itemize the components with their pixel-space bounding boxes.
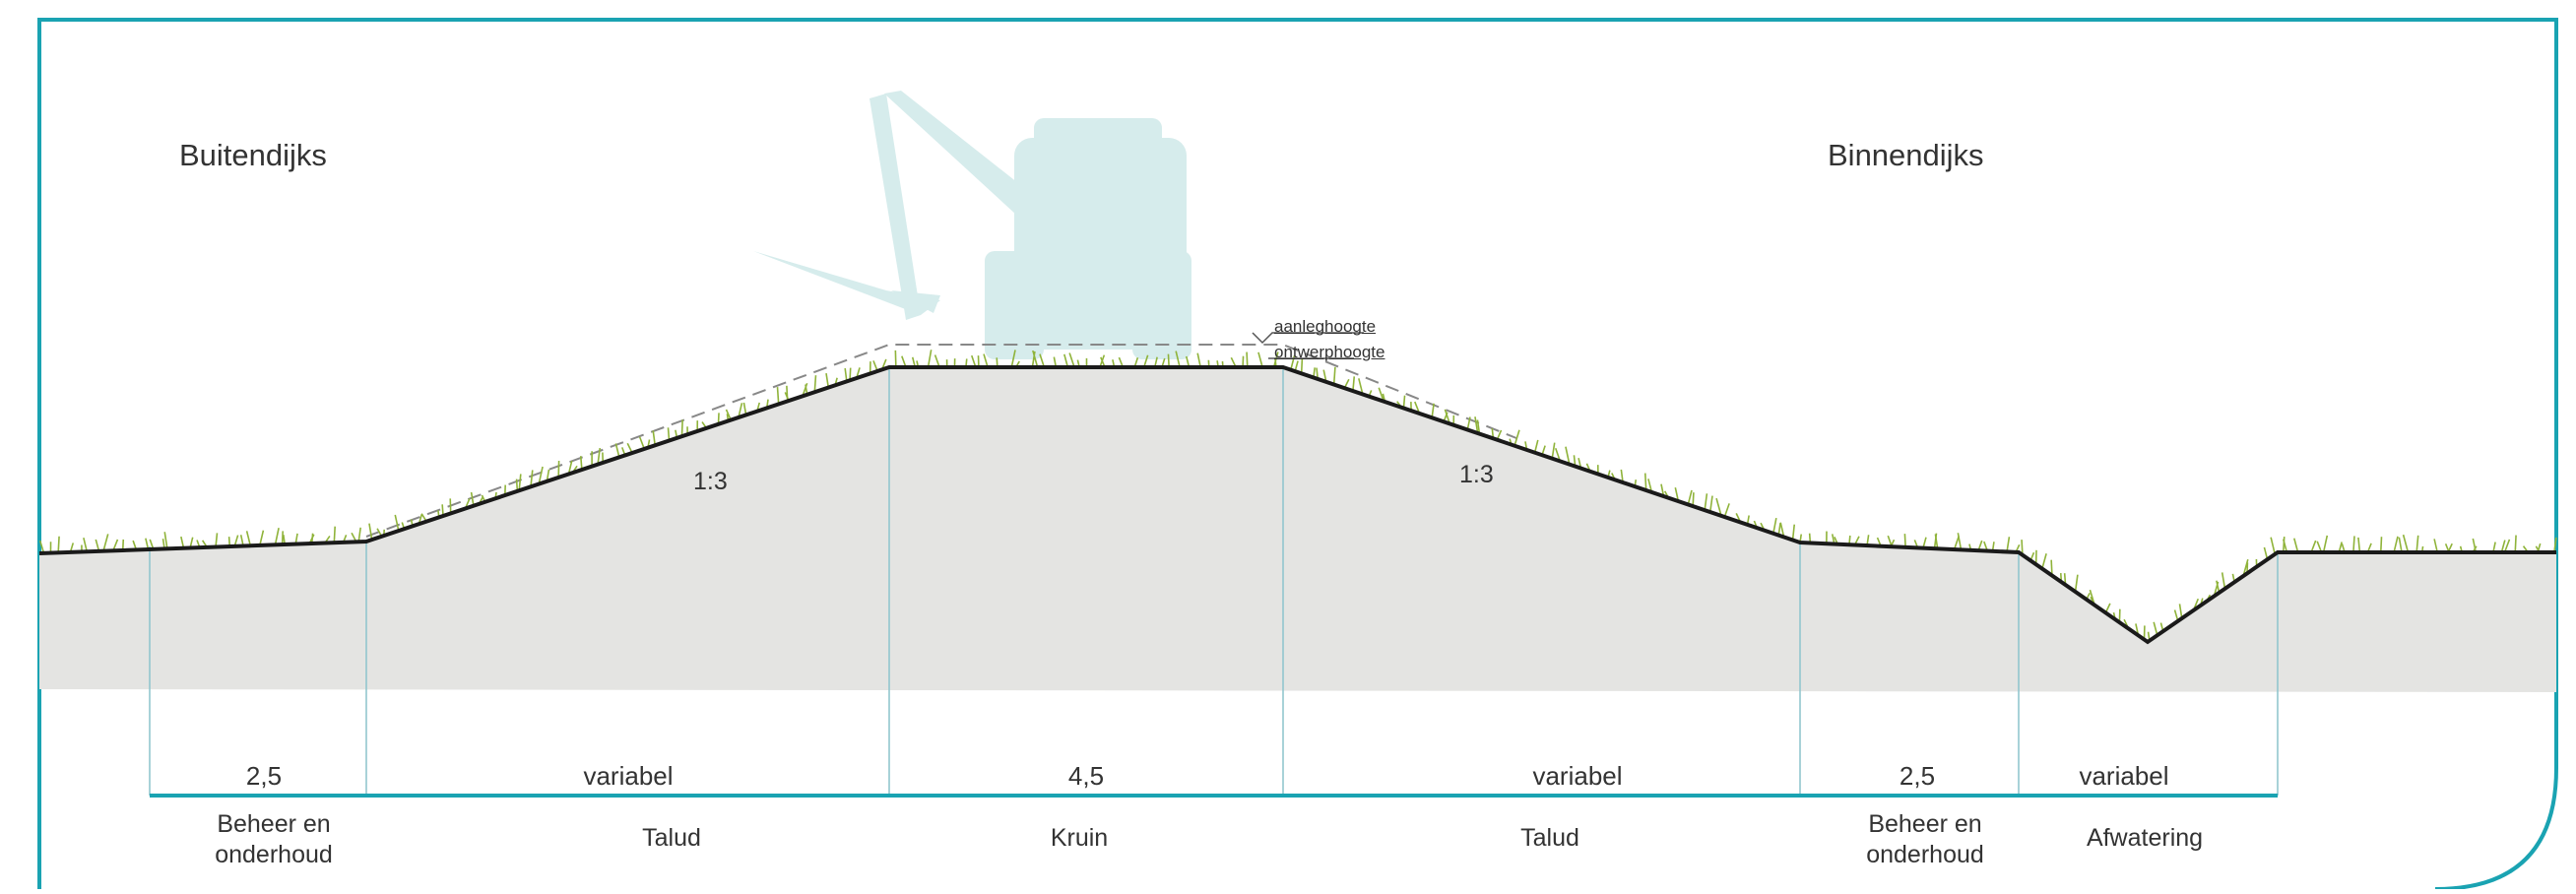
zone-label: Beheer en onderhoud (1866, 809, 1984, 870)
grass-blade (2222, 572, 2225, 588)
grass-blade (369, 524, 372, 540)
measurement-value: variabel (2079, 761, 2168, 792)
grass-blade (1247, 352, 1248, 367)
grass-blade (1793, 525, 1795, 541)
grass-blade (395, 515, 399, 531)
grass-blade (2381, 537, 2382, 552)
grass-blade (2179, 604, 2181, 618)
grass-blade (2294, 539, 2298, 552)
grass-blade (2394, 537, 2398, 552)
grass-blade (895, 351, 896, 367)
zone-label: Afwatering (2087, 823, 2203, 854)
grass-blade (681, 419, 682, 436)
zone-label: Kruin (1051, 823, 1108, 854)
grass-blade (1645, 474, 1646, 490)
zone-label-line: onderhoud (1866, 840, 1984, 870)
measurement-value: 2,5 (246, 761, 282, 792)
grass-blade (1688, 490, 1692, 505)
grass-blade (1705, 493, 1707, 510)
grass-blade (1334, 367, 1335, 385)
grass-blade (1773, 518, 1776, 534)
grass-blade (984, 354, 988, 367)
grass-blade (260, 531, 264, 545)
inner-slope-ratio: 1:3 (1459, 461, 1494, 489)
grass-blade (1552, 443, 1554, 459)
zone-label: Talud (1520, 823, 1579, 854)
grass-blade (826, 373, 828, 387)
grass-blade (1724, 503, 1729, 517)
grass-blade (2324, 536, 2328, 552)
measurement-value: variabel (583, 761, 673, 792)
zone-label-line: Beheer en (215, 809, 333, 840)
grass-blade (472, 492, 474, 506)
grass-blade (2434, 539, 2437, 552)
zone-label-line: onderhoud (215, 840, 333, 870)
grass-blade (2404, 535, 2409, 552)
grass-blade (58, 537, 59, 553)
grass-blade (615, 443, 618, 457)
grass-blade (1353, 376, 1354, 391)
grass-blade (2007, 537, 2009, 551)
grass-blade (814, 375, 815, 392)
grass-blade (1040, 354, 1044, 367)
grass-blade (275, 528, 279, 544)
grass-blade (84, 538, 87, 551)
grass-blade (1168, 354, 1169, 367)
measurement-value: variabel (1532, 761, 1622, 792)
grass-blade (334, 527, 335, 543)
grass-blade (1958, 533, 1961, 549)
grass-blade (1069, 353, 1074, 367)
zone-label-line: Afwatering (2087, 823, 2203, 854)
grass-blade (2416, 536, 2418, 552)
design-height-label: ontwerphoogte (1274, 343, 1385, 362)
grass-blade (581, 456, 582, 470)
grass-blade (2042, 553, 2046, 568)
grass-blade (2271, 538, 2275, 554)
grass-blade (103, 534, 108, 550)
grass-blade (1693, 492, 1694, 506)
grass-blade (653, 430, 655, 445)
grass-blade (1197, 353, 1200, 367)
grass-blade (164, 532, 167, 548)
measurement-value: 4,5 (1068, 761, 1104, 792)
grass-blade (1432, 404, 1434, 417)
construction-height-label: aanleghoogte (1274, 317, 1376, 337)
zone-label-line: Beheer en (1866, 809, 1984, 840)
zone-label-line: Kruin (1051, 823, 1108, 854)
inner-dike-label: Binnendijks (1828, 138, 1984, 173)
zone-label: Talud (642, 823, 701, 854)
grass-blade (1904, 534, 1905, 547)
grass-blade (1710, 496, 1712, 512)
grass-blade (1935, 535, 1937, 549)
measurement-value: 2,5 (1900, 761, 1935, 792)
grass-blade (2399, 538, 2402, 552)
grass-blade (358, 528, 360, 542)
zone-label-line: Talud (1520, 823, 1579, 854)
zone-label-line: Talud (642, 823, 701, 854)
grass-blade (216, 533, 217, 546)
grass-blade (2515, 536, 2516, 552)
grass-blade (247, 531, 251, 545)
zone-label: Beheer en onderhoud (215, 809, 333, 870)
grass-blade (283, 531, 284, 544)
outer-slope-ratio: 1:3 (693, 468, 728, 496)
ground-fill (39, 367, 2556, 692)
outer-dike-label: Buitendijks (179, 138, 327, 173)
grass-blade (1258, 352, 1262, 367)
excavator-silhouette-icon (753, 91, 1191, 359)
grass-blade (2076, 575, 2078, 592)
grass-blade (778, 387, 779, 404)
grass-blade (2353, 536, 2354, 552)
grass-blade (2358, 538, 2360, 552)
grass-blade (929, 350, 932, 367)
